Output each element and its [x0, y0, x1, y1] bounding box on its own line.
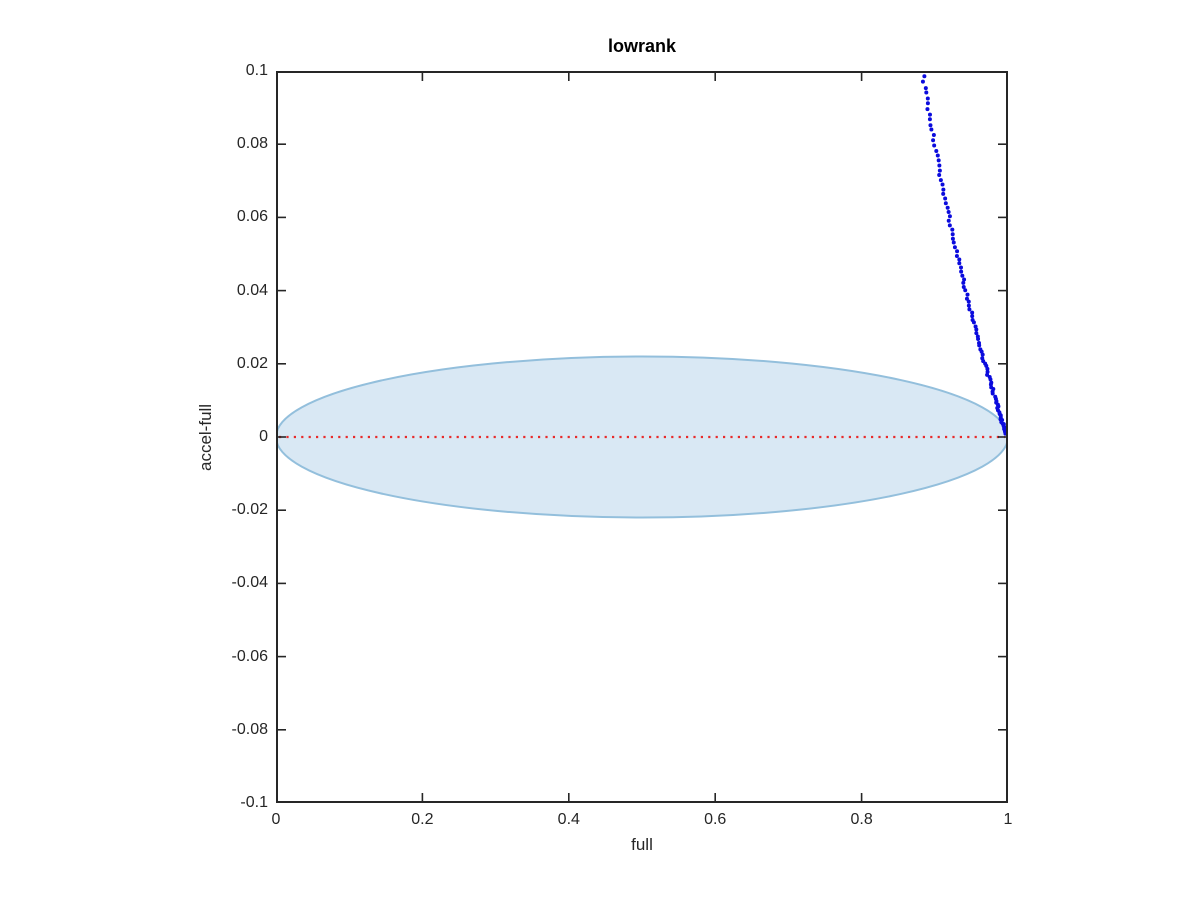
x-tick-label: 1: [1003, 811, 1013, 828]
x-tick-label: 0: [271, 811, 281, 828]
x-tick-label: 0.6: [704, 811, 727, 828]
y-tick-label: 0.02: [236, 354, 268, 372]
y-tick-label: 0.08: [236, 135, 268, 153]
y-tick-label: -0.04: [231, 574, 268, 592]
y-tick-label: 0.1: [245, 62, 268, 79]
y-tick-label: -0.02: [231, 501, 268, 519]
y-tick-label: 0.06: [236, 208, 268, 226]
x-tick-label: 0.4: [557, 811, 580, 828]
x-axis-label: full: [631, 835, 653, 854]
y-tick-label: -0.1: [240, 794, 268, 811]
axes-frame: [276, 71, 1008, 803]
y-tick-label: 0.04: [236, 281, 268, 299]
x-tick-label: 0.8: [850, 811, 873, 828]
chart-title: lowrank: [607, 36, 677, 56]
scatter-points: [919, 68, 1009, 436]
y-tick-label: -0.08: [231, 720, 268, 738]
y-tick-label: -0.06: [231, 647, 268, 665]
y-tick-label: 0: [259, 428, 268, 445]
plot-svg: [275, 68, 1009, 804]
plot-area: [275, 68, 1009, 804]
x-tick-label: 0.2: [411, 811, 434, 828]
